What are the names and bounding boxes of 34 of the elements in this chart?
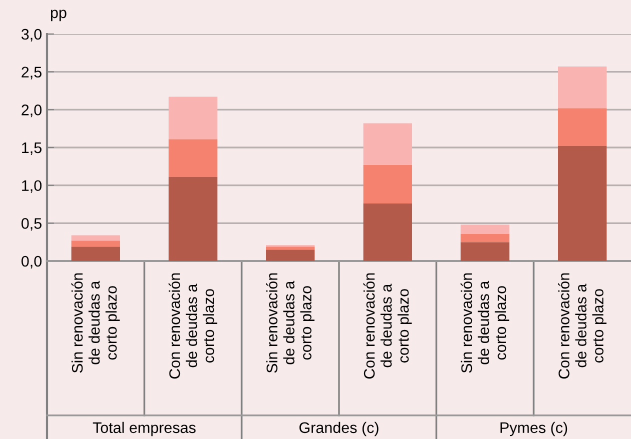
y-tick-label: 3,0 <box>21 28 42 42</box>
bar <box>71 235 120 241</box>
y-tick-label: 0,0 <box>22 256 42 268</box>
bar <box>363 123 412 165</box>
bar <box>363 203 412 261</box>
x-tick-label: Con renovación de deudas a corto plazo <box>558 273 606 379</box>
y-tick-label: 2,5 <box>22 66 42 80</box>
x-tick-label: Con renovación de deudas a corto plazo <box>168 273 218 379</box>
y-tick-label: 1,5 <box>22 142 42 155</box>
bar <box>558 66 607 108</box>
bar <box>266 250 315 261</box>
bar <box>266 246 315 250</box>
y-tick-label: 2,0 <box>22 104 42 118</box>
text: Grandes (c) <box>299 422 378 436</box>
bar <box>168 139 218 178</box>
bar <box>460 242 510 261</box>
bar <box>460 234 510 242</box>
y-axis-title: pp <box>50 10 66 22</box>
bar <box>363 164 412 204</box>
bar <box>168 96 218 140</box>
x-tick-label: Sin renovación de deudas a corto plazo <box>460 273 510 373</box>
y-tick-label: 0,5 <box>22 218 42 231</box>
y-tick-label: 1,0 <box>22 180 42 193</box>
text: Pymes (c) <box>500 422 568 436</box>
text: Total empresas <box>92 422 196 436</box>
x-tick-label: Con renovación de deudas a corto plazo <box>363 273 412 379</box>
bar <box>71 246 120 261</box>
x-tick-label: Sin renovación de deudas a corto plazo <box>71 273 120 373</box>
bar <box>558 146 607 261</box>
bar <box>71 240 120 247</box>
x-tick-label: Sin renovación de deudas a corto plazo <box>266 273 314 373</box>
bar <box>168 177 218 261</box>
bar <box>558 108 607 146</box>
bar <box>460 224 510 234</box>
